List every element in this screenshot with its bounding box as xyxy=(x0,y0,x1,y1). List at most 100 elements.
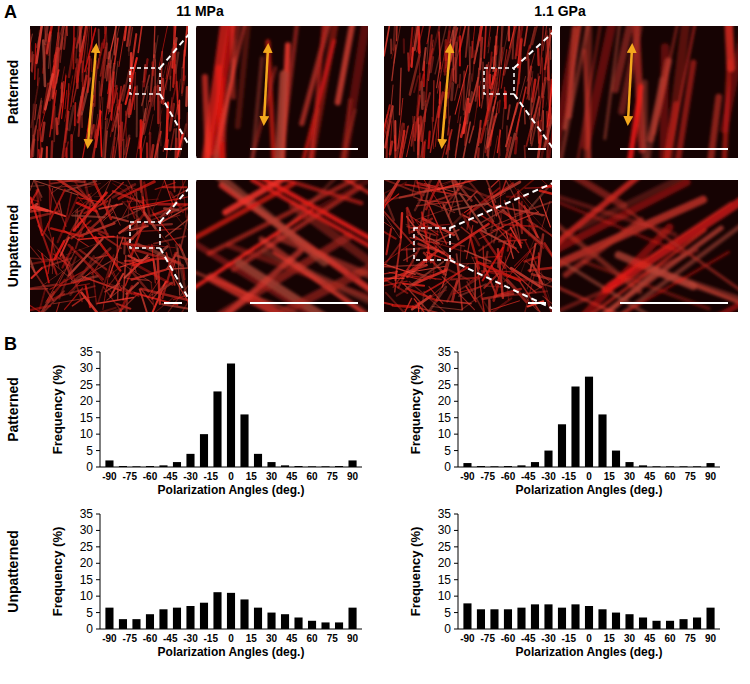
x-axis xyxy=(458,629,720,630)
fiber xyxy=(77,49,82,82)
fiber xyxy=(50,91,57,137)
fibers xyxy=(384,26,552,158)
x-tick-label: -90 xyxy=(460,633,475,644)
bar xyxy=(504,609,512,629)
fiber xyxy=(432,307,462,310)
fiber xyxy=(69,180,90,201)
fiber xyxy=(125,255,148,277)
fiber xyxy=(102,119,107,158)
fiber xyxy=(401,213,402,237)
fiber xyxy=(452,83,453,100)
x-tick-label: 90 xyxy=(347,633,359,644)
fiber xyxy=(499,101,500,113)
x-tick-label: 75 xyxy=(685,471,697,482)
bar xyxy=(652,621,660,629)
y-tick xyxy=(454,596,458,597)
micrograph-bg xyxy=(384,26,552,158)
y-tick-label: 35 xyxy=(438,345,452,359)
bar xyxy=(200,603,208,629)
fiber xyxy=(173,67,176,83)
x-tick-label: 75 xyxy=(327,633,339,644)
fiber xyxy=(118,262,133,265)
x-tick-label: -45 xyxy=(521,471,536,482)
y-tick-label: 0 xyxy=(86,622,93,636)
fiber xyxy=(501,180,508,195)
orientation-arrow xyxy=(264,48,268,121)
fiber xyxy=(77,284,89,286)
fiber xyxy=(112,270,122,292)
fiber xyxy=(414,122,416,137)
fiber xyxy=(163,65,167,79)
fiber xyxy=(516,120,519,140)
zoom-connector xyxy=(450,180,560,228)
micrograph xyxy=(384,180,552,312)
bar xyxy=(544,451,552,467)
fiber xyxy=(164,180,173,204)
fiber xyxy=(390,142,392,154)
fiber xyxy=(384,26,391,56)
row-title: Patterned xyxy=(5,377,21,442)
y-tick-label: 15 xyxy=(80,573,94,587)
fiber xyxy=(384,265,426,267)
bar xyxy=(558,608,566,629)
fiber xyxy=(149,115,153,135)
fiber xyxy=(170,129,174,150)
fiber xyxy=(167,252,177,268)
x-tick-label: -30 xyxy=(183,633,198,644)
y-tick xyxy=(96,596,100,597)
x-tick-label: -60 xyxy=(501,633,516,644)
fiber xyxy=(423,48,426,70)
fiber xyxy=(101,98,103,129)
x-tick-label: 15 xyxy=(246,633,258,644)
x-axis-title: Polarization Angles (deg.) xyxy=(516,645,663,659)
fiber xyxy=(539,121,542,148)
fiber xyxy=(175,53,178,73)
y-tick-label: 25 xyxy=(438,540,452,554)
fiber xyxy=(104,28,106,48)
y-tick-label: 20 xyxy=(80,556,94,570)
fiber xyxy=(183,26,188,68)
y-tick-label: 20 xyxy=(438,394,452,408)
zoom-connector xyxy=(514,94,560,158)
fiber xyxy=(112,217,128,221)
fiber xyxy=(166,103,168,149)
fiber xyxy=(584,50,591,158)
fiber xyxy=(489,74,497,120)
y-tick xyxy=(96,434,100,435)
fiber xyxy=(142,81,144,129)
fiber xyxy=(508,215,544,248)
y-tick xyxy=(454,352,458,353)
x-tick-label: -90 xyxy=(460,471,475,482)
row-title: Patterned xyxy=(5,60,21,125)
fiber xyxy=(418,93,430,141)
x-tick-label: 60 xyxy=(306,471,318,482)
y-tick-label: 0 xyxy=(444,460,451,474)
fiber xyxy=(334,110,356,158)
fiber xyxy=(508,234,511,251)
fiber xyxy=(479,227,504,239)
fiber xyxy=(389,272,421,279)
fiber xyxy=(510,180,549,199)
fiber xyxy=(493,201,503,227)
fiber xyxy=(469,126,473,142)
fiber xyxy=(92,252,107,274)
y-tick xyxy=(96,450,100,451)
x-tick-label: -60 xyxy=(143,471,158,482)
y-axis xyxy=(100,514,101,629)
fiber xyxy=(178,105,181,145)
fiber xyxy=(499,26,504,67)
fiber xyxy=(530,180,552,208)
fiber xyxy=(223,26,253,140)
fiber xyxy=(506,126,507,151)
fiber xyxy=(384,268,408,293)
y-tick-label: 30 xyxy=(438,361,452,375)
row-title: Unpatterned xyxy=(5,530,21,612)
x-axis xyxy=(100,629,362,630)
y-tick-label: 0 xyxy=(86,460,93,474)
y-tick xyxy=(96,563,100,564)
fiber xyxy=(181,203,188,247)
bar xyxy=(240,599,248,629)
fiber xyxy=(455,117,461,156)
fiber xyxy=(442,145,446,158)
bar xyxy=(267,613,275,629)
